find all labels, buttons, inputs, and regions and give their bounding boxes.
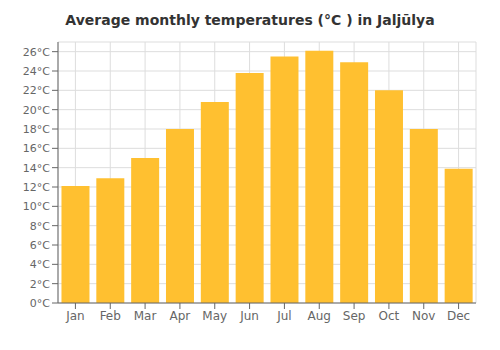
svg-text:2°C: 2°C bbox=[30, 278, 50, 291]
svg-text:Dec: Dec bbox=[447, 309, 470, 323]
svg-text:Nov: Nov bbox=[412, 309, 435, 323]
svg-text:8°C: 8°C bbox=[30, 220, 50, 233]
svg-text:26°C: 26°C bbox=[23, 46, 50, 59]
svg-text:Jun: Jun bbox=[239, 309, 259, 323]
svg-text:6°C: 6°C bbox=[30, 239, 50, 252]
svg-text:10°C: 10°C bbox=[23, 200, 50, 213]
svg-text:16°C: 16°C bbox=[23, 142, 50, 155]
svg-text:Oct: Oct bbox=[379, 309, 400, 323]
svg-text:0°C: 0°C bbox=[30, 297, 50, 310]
svg-text:4°C: 4°C bbox=[30, 258, 50, 271]
svg-text:Jan: Jan bbox=[65, 309, 85, 323]
html-text:Average monthly temperatures (: Average monthly temperatures (°C ) in Ja… bbox=[65, 12, 435, 28]
svg-text:May: May bbox=[202, 309, 227, 323]
svg-text:14°C: 14°C bbox=[23, 162, 50, 175]
svg-text:Jul: Jul bbox=[276, 309, 291, 323]
svg-text:12°C: 12°C bbox=[23, 181, 50, 194]
svg-text:Feb: Feb bbox=[100, 309, 121, 323]
svg-text:Sep: Sep bbox=[343, 309, 366, 323]
svg-text:18°C: 18°C bbox=[23, 123, 50, 136]
svg-text:24°C: 24°C bbox=[23, 65, 50, 78]
svg-text:20°C: 20°C bbox=[23, 104, 50, 117]
svg-text:Apr: Apr bbox=[170, 309, 191, 323]
svg-text:Aug: Aug bbox=[308, 309, 331, 323]
svg-text:Mar: Mar bbox=[134, 309, 157, 323]
svg-text:22°C: 22°C bbox=[23, 84, 50, 97]
